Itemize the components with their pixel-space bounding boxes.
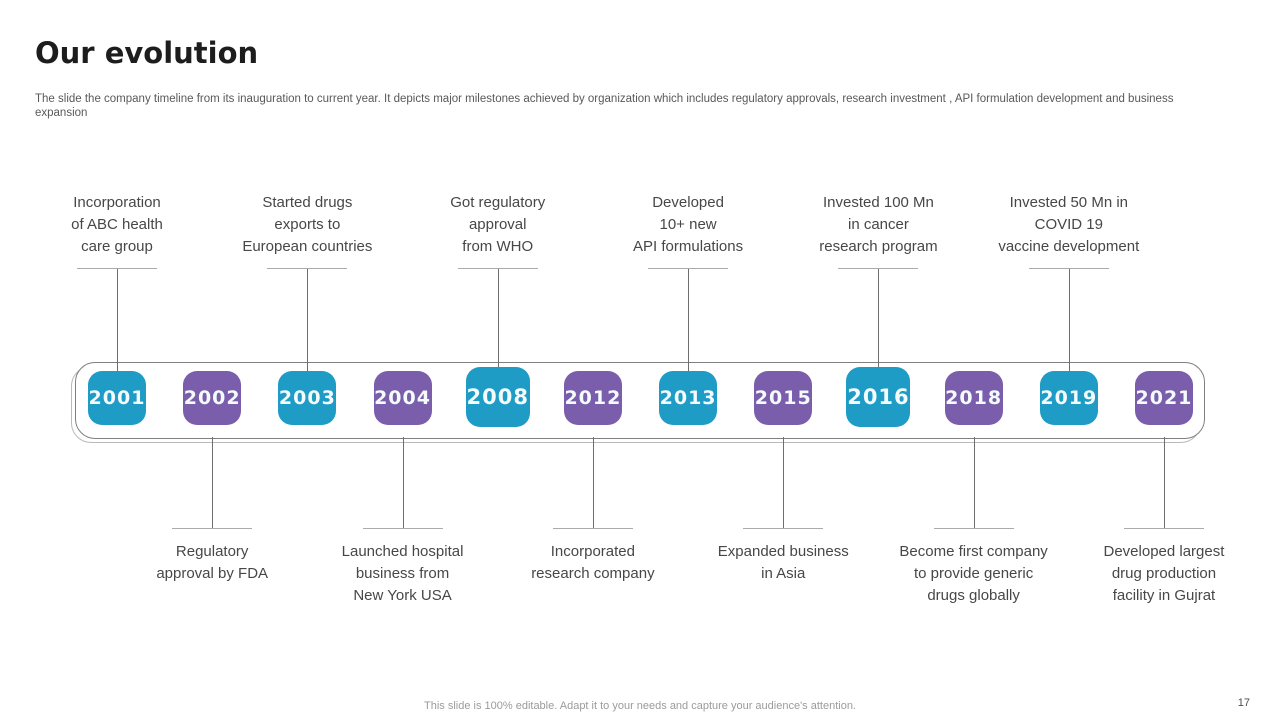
milestone-label-text: Developed largest drug production facili… <box>1103 543 1225 604</box>
slide-description: The slide the company timeline from its … <box>35 93 1174 119</box>
connector-tick <box>1123 528 1204 529</box>
milestone-label: Invested 100 Mn in cancer research progr… <box>771 186 985 258</box>
connector-tick <box>838 268 919 269</box>
milestone-label-text: Become first company to provide generic … <box>899 543 1048 604</box>
timeline-year-box: 2003 <box>278 371 337 425</box>
connector-tick <box>77 268 157 269</box>
connector-tick <box>267 268 348 269</box>
milestone-label-text: Incorporated research company <box>531 543 655 582</box>
milestone-label-text: Developed 10+ new API formulations <box>633 194 744 255</box>
milestone-label: Expanded business in Asia <box>676 541 890 585</box>
milestone-label-text: Incorporation of ABC health care group <box>71 194 163 255</box>
connector-tick <box>933 528 1014 529</box>
milestone-label-text: Started drugs exports to European countr… <box>242 194 373 255</box>
connector-line <box>688 268 690 371</box>
timeline-year-box: 2019 <box>1039 371 1098 425</box>
milestone-label: Become first company to provide generic … <box>867 541 1081 607</box>
timeline-year-box: 2016 <box>846 367 911 427</box>
milestone-label: Got regulatory approval from WHO <box>391 186 605 258</box>
connector-tick <box>457 268 538 269</box>
milestone-label: Started drugs exports to European countr… <box>200 186 414 258</box>
connector-line <box>592 437 594 528</box>
connector-line <box>973 437 975 528</box>
timeline-year-box: 2021 <box>1134 371 1193 425</box>
timeline-year-box: 2013 <box>659 371 718 425</box>
page-title: Our evolution <box>35 36 259 70</box>
connector-tick <box>172 528 253 529</box>
milestone-label-text: Regulatory approval by FDA <box>156 543 269 582</box>
connector-tick <box>743 528 824 529</box>
timeline-year-box: 2001 <box>88 371 146 425</box>
connector-line <box>497 268 499 371</box>
milestone-label: Incorporated research company <box>486 541 700 585</box>
footer-note: This slide is 100% editable. Adapt it to… <box>424 700 856 712</box>
connector-tick <box>552 528 633 529</box>
milestone-label: Developed 10+ new API formulations <box>581 186 795 258</box>
connector-line <box>1163 437 1165 528</box>
timeline-year-box: 2015 <box>754 371 813 425</box>
milestone-label-text: Launched hospital business from New York… <box>341 543 464 604</box>
milestone-label: Incorporation of ABC health care group <box>10 186 224 258</box>
connector-line <box>402 437 404 528</box>
milestone-label: Developed largest drug production facili… <box>1057 541 1271 607</box>
timeline-year-box: 2002 <box>183 371 242 425</box>
page-number: 17 <box>1237 697 1250 709</box>
timeline-year-box: 2012 <box>563 371 622 425</box>
connector-line <box>1068 268 1070 371</box>
milestone-label: Launched hospital business from New York… <box>296 541 510 607</box>
connector-line <box>117 268 118 371</box>
connector-line <box>307 268 309 371</box>
connector-tick <box>362 528 443 529</box>
timeline-band <box>75 362 1205 439</box>
milestone-label-text: Got regulatory approval from WHO <box>450 194 546 255</box>
timeline-year-box: 2018 <box>944 371 1003 425</box>
connector-line <box>783 437 785 528</box>
timeline-year-box: 2004 <box>373 371 432 425</box>
milestone-label: Invested 50 Mn in COVID 19 vaccine devel… <box>962 186 1176 258</box>
milestone-label-text: Expanded business in Asia <box>717 543 849 582</box>
timeline-year-box: 2008 <box>465 367 530 427</box>
connector-tick <box>1028 268 1109 269</box>
connector-tick <box>648 268 729 269</box>
milestone-label: Regulatory approval by FDA <box>105 541 319 585</box>
connector-line <box>878 268 880 371</box>
connector-line <box>212 437 214 528</box>
milestone-label-text: Invested 50 Mn in COVID 19 vaccine devel… <box>998 194 1140 255</box>
milestone-label-text: Invested 100 Mn in cancer research progr… <box>819 194 938 255</box>
